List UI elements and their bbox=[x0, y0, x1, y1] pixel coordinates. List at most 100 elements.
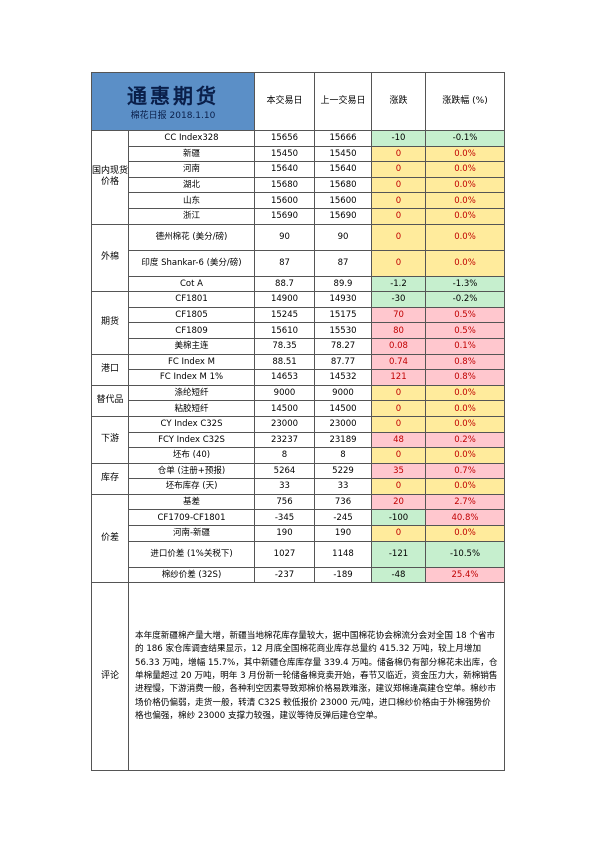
row-item: 坯布 (40) bbox=[128, 447, 255, 464]
report-subtitle: 棉花日报 2018.1.10 bbox=[130, 110, 216, 121]
table-row: CF1809 15610 15530 80 0.5% bbox=[92, 322, 505, 339]
row-today: 756 bbox=[254, 493, 315, 511]
row-item: 山东 bbox=[128, 192, 255, 209]
table-row: 国内现货价格 CC Index328 15656 15666 -10 -0.1% bbox=[91, 130, 505, 225]
row-change: 0 bbox=[371, 415, 426, 433]
table-row: 外棉 德州棉花 (美分/磅) 90 90 0 0.0% bbox=[91, 223, 505, 293]
row-pct: 0.0% bbox=[425, 176, 505, 194]
row-change: -100 bbox=[371, 509, 426, 527]
row-change: 0 bbox=[371, 145, 426, 163]
row-item: 河南-新疆 bbox=[128, 525, 255, 542]
table-row: 浙江 15690 15690 0 0.0% bbox=[92, 207, 505, 225]
row-today: 14500 bbox=[254, 400, 315, 417]
table-row: FC Index M 1% 14653 14532 121 0.8% bbox=[92, 369, 505, 386]
row-prev: 15530 bbox=[314, 322, 372, 339]
row-item: CF1809 bbox=[128, 322, 255, 339]
row-pct: -0.1% bbox=[425, 130, 505, 147]
row-change: 35 bbox=[371, 462, 426, 480]
row-pct: 0.0% bbox=[425, 161, 505, 178]
row-change: 48 bbox=[371, 431, 426, 449]
row-pct: 0.0% bbox=[425, 145, 505, 163]
row-prev: 15666 bbox=[314, 130, 372, 147]
row-pct: 2.7% bbox=[425, 493, 505, 511]
table-row: Cot A 88.7 89.9 -1.2 -1.3% bbox=[92, 275, 505, 293]
row-today: 9000 bbox=[254, 384, 315, 402]
table-row: 河南 15640 15640 0 0.0% bbox=[92, 161, 505, 178]
row-prev: 23000 bbox=[314, 415, 372, 433]
row-change: -30 bbox=[371, 291, 426, 308]
cotton-daily-report-table: 通惠期货 棉花日报 2018.1.10 本交易日 上一交易日 涨跌 涨跌幅 (%… bbox=[91, 72, 505, 772]
row-prev: 89.9 bbox=[314, 275, 372, 293]
table-row: 坯布库存 (天) 33 33 0 0.0% bbox=[92, 478, 505, 495]
row-prev: 14532 bbox=[314, 369, 372, 386]
table-body: 国内现货价格 CC Index328 15656 15666 -10 -0.1% 新疆 154… bbox=[91, 130, 505, 584]
row-pct: 0.0% bbox=[425, 478, 505, 495]
row-pct: 40.8% bbox=[425, 509, 505, 527]
row-today: 8 bbox=[254, 447, 315, 464]
group-label: 下游 bbox=[91, 415, 129, 464]
row-pct: 0.0% bbox=[425, 384, 505, 402]
table-row: FCY Index C32S 23237 23189 48 0.2% bbox=[92, 431, 505, 449]
row-item: 新疆 bbox=[128, 145, 255, 163]
table-row: CF1805 15245 15175 70 0.5% bbox=[92, 306, 505, 324]
row-item: CF1709-CF1801 bbox=[128, 509, 255, 527]
row-pct: 0.8% bbox=[425, 353, 505, 371]
row-prev: 78.27 bbox=[314, 337, 372, 355]
row-prev: 15600 bbox=[314, 192, 372, 209]
row-item: 基差 bbox=[128, 493, 255, 511]
row-item: CF1801 bbox=[128, 291, 255, 308]
row-today: 15690 bbox=[254, 207, 315, 225]
row-today: 15245 bbox=[254, 306, 315, 324]
row-today: -237 bbox=[254, 566, 315, 584]
row-today: 15600 bbox=[254, 192, 315, 209]
row-item: 河南 bbox=[128, 161, 255, 178]
group-label: 国内现货价格 bbox=[91, 130, 129, 225]
row-change: 0.08 bbox=[371, 337, 426, 355]
row-prev: 23189 bbox=[314, 431, 372, 449]
row-change: 0 bbox=[371, 478, 426, 495]
row-prev: 15680 bbox=[314, 176, 372, 194]
row-today: 15450 bbox=[254, 145, 315, 163]
table-row: 坯布 (40) 8 8 0 0.0% bbox=[92, 447, 505, 464]
row-change: 0 bbox=[371, 447, 426, 464]
table-row: 替代品 涤纶短纤 9000 9000 0 0.0% bbox=[91, 384, 505, 417]
col-header-prev: 上一交易日 bbox=[314, 72, 372, 131]
row-pct: 0.2% bbox=[425, 431, 505, 449]
row-today: 1027 bbox=[254, 540, 315, 568]
row-today: 33 bbox=[254, 478, 315, 495]
row-item: FC Index M bbox=[128, 353, 255, 371]
table-row: 价差 基差 756 736 20 2.7% bbox=[91, 493, 505, 584]
row-change: 0 bbox=[371, 249, 426, 277]
row-change: 0 bbox=[371, 223, 426, 251]
group-label: 库存 bbox=[91, 462, 129, 495]
brand-title: 通惠期货 bbox=[127, 83, 219, 108]
table-row: 港口 FC Index M 88.51 87.77 0.74 0.8% bbox=[91, 353, 505, 386]
comment-text: 本年度新疆棉产量大增，新疆当地棉花库存量较大，据中国棉花协会棉流分会对全国 18… bbox=[128, 582, 505, 772]
row-prev: 15640 bbox=[314, 161, 372, 178]
row-prev: -189 bbox=[314, 566, 372, 584]
row-item: 仓单 (注册+预报) bbox=[128, 462, 255, 480]
row-prev: 8 bbox=[314, 447, 372, 464]
row-today: 23000 bbox=[254, 415, 315, 433]
col-header-pct: 涨跌幅 (%) bbox=[425, 72, 505, 131]
row-item: FC Index M 1% bbox=[128, 369, 255, 386]
row-pct: -1.3% bbox=[425, 275, 505, 293]
row-change: 0 bbox=[371, 161, 426, 178]
row-item: 粘胶短纤 bbox=[128, 400, 255, 417]
row-pct: 0.1% bbox=[425, 337, 505, 355]
row-change: 80 bbox=[371, 322, 426, 339]
row-today: 90 bbox=[254, 223, 315, 251]
row-item: 坯布库存 (天) bbox=[128, 478, 255, 495]
row-change: 0 bbox=[371, 192, 426, 209]
comment-label: 评论 bbox=[91, 582, 129, 772]
row-change: -1.2 bbox=[371, 275, 426, 293]
row-change: 20 bbox=[371, 493, 426, 511]
row-pct: -10.5% bbox=[425, 540, 505, 568]
row-item: 涤纶短纤 bbox=[128, 384, 255, 402]
row-pct: 0.7% bbox=[425, 462, 505, 480]
row-item: CC Index328 bbox=[128, 130, 255, 147]
group-label: 替代品 bbox=[91, 384, 129, 417]
row-item: 浙江 bbox=[128, 207, 255, 225]
row-prev: 15175 bbox=[314, 306, 372, 324]
row-item: 美棉主连 bbox=[128, 337, 255, 355]
